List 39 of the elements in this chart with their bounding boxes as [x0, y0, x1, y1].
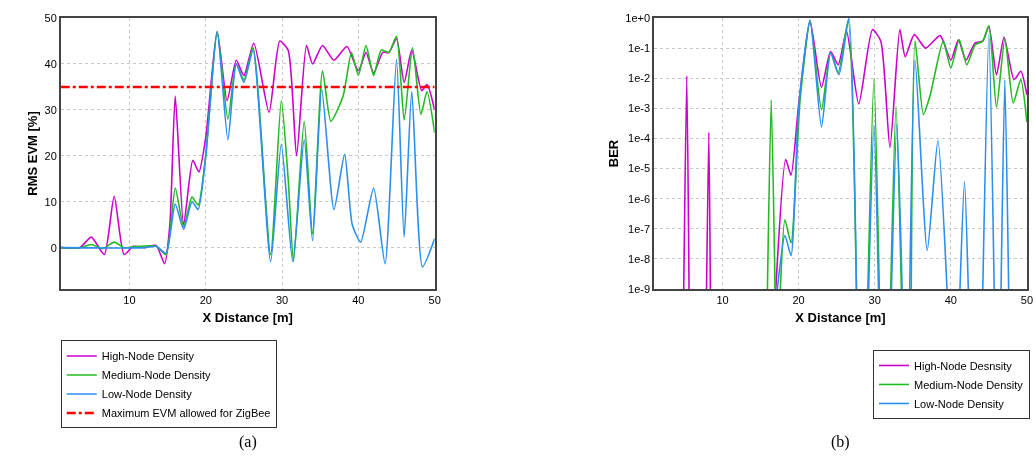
- y-tick-label: 1e-5: [628, 162, 651, 175]
- x-tick-label: 20: [199, 293, 212, 306]
- x-axis-title: X Distance [m]: [795, 310, 886, 326]
- y-tick-label: 1e-7: [628, 222, 651, 235]
- y-tick-label: 1e-3: [628, 102, 651, 115]
- legend-label: High-Node Density: [101, 350, 195, 363]
- y-tick-label: 1e-8: [628, 252, 651, 265]
- y-axis-title: BER: [605, 139, 621, 168]
- y-tick-label: 10: [44, 195, 57, 208]
- legend-label: Low-Node Density: [101, 388, 193, 401]
- y-tick-label: 1e-4: [628, 132, 651, 145]
- y-tick-label: 20: [44, 149, 57, 162]
- y-tick-label: 30: [44, 103, 57, 116]
- x-tick-label: 40: [352, 293, 365, 306]
- x-tick-label: 20: [792, 293, 805, 306]
- text: (a): [239, 433, 257, 451]
- x-tick-label: 10: [716, 293, 729, 306]
- x-tick-label: 10: [123, 293, 136, 306]
- legend-label: Medium-Node Density: [914, 378, 1024, 391]
- legend-label: High-Node Desnsity: [914, 359, 1013, 372]
- y-tick-label: 40: [44, 57, 57, 70]
- legend-label: Maximum EVM allowed for ZigBee: [101, 407, 271, 420]
- x-tick-label: 30: [275, 293, 289, 306]
- y-tick-label: 1e-6: [628, 192, 651, 205]
- text: (b): [831, 433, 850, 451]
- y-axis-title: RMS EVM [%]: [25, 111, 41, 196]
- legend-label: Medium-Node Density: [101, 369, 212, 382]
- x-tick-label: 50: [428, 293, 441, 306]
- x-tick-label: 30: [868, 293, 881, 306]
- legend-label: Low-Node Density: [914, 397, 1005, 410]
- x-tick-label: 40: [944, 293, 957, 306]
- x-axis-title: X Distance [m]: [202, 310, 293, 326]
- y-tick-label: 1e-1: [628, 41, 651, 54]
- y-tick-label: 1e+0: [625, 11, 651, 24]
- y-tick-label: 0: [50, 241, 57, 254]
- y-tick-label: 50: [44, 11, 57, 24]
- y-tick-label: 1e-2: [628, 72, 651, 85]
- y-tick-label: 1e-9: [628, 282, 651, 295]
- x-tick-label: 50: [1020, 293, 1034, 306]
